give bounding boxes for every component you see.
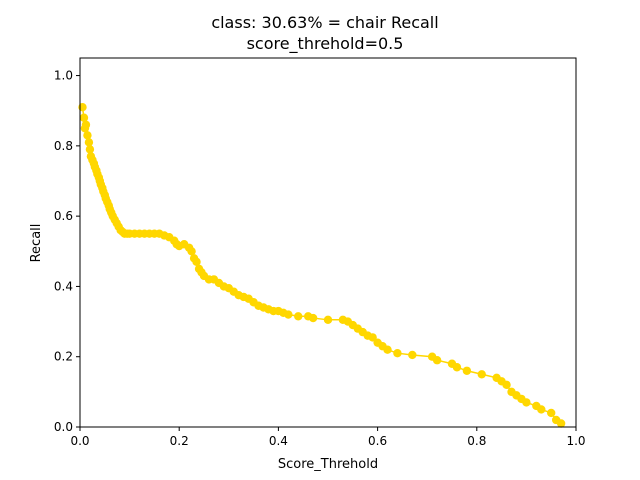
y-tick-label: 1.0 <box>54 69 73 83</box>
y-tick-label: 0.8 <box>54 139 73 153</box>
data-point <box>308 313 318 323</box>
data-point <box>79 113 89 122</box>
data-point <box>537 405 546 414</box>
data-point <box>452 363 462 372</box>
data-point <box>547 408 556 418</box>
data-point <box>323 315 333 325</box>
x-tick-label: 0.8 <box>467 434 486 448</box>
x-tick-label: 0.0 <box>70 434 89 448</box>
x-axis-label: Score_Threhold <box>278 457 378 472</box>
data-point <box>84 138 94 147</box>
data-point <box>187 247 196 256</box>
data-point <box>432 356 442 365</box>
data-point <box>393 349 402 358</box>
data-point <box>462 366 472 375</box>
data-point <box>556 419 566 428</box>
axes-frame <box>79 57 577 428</box>
y-tick-label: 0.4 <box>54 279 73 293</box>
x-tick-label: 1.0 <box>566 434 585 448</box>
data-point <box>368 333 377 342</box>
data-point <box>85 145 95 154</box>
data-point <box>284 310 293 319</box>
data-point <box>192 257 201 267</box>
data-point <box>477 370 486 379</box>
data-point <box>502 380 511 390</box>
data-point <box>522 398 531 407</box>
data-point <box>83 131 92 140</box>
data-point <box>408 350 417 360</box>
y-tick-label: 0.6 <box>54 209 73 223</box>
x-tick-label: 0.2 <box>170 434 189 448</box>
chart-subtitle: score_threhold=0.5 <box>247 34 404 54</box>
x-tick-label: 0.4 <box>269 434 288 448</box>
data-point <box>383 345 392 354</box>
chart-title: class: 30.63% = chair Recall <box>211 13 438 32</box>
data-point <box>294 312 303 321</box>
y-axis-label: Recall <box>29 224 44 263</box>
plot-area <box>78 103 566 428</box>
y-tick-label: 0.2 <box>54 350 73 364</box>
x-tick-label: 0.6 <box>368 434 387 448</box>
y-tick-label: 0.0 <box>54 420 73 434</box>
data-point <box>81 120 91 129</box>
axes: 0.0 0.2 0.4 0.6 0.8 1.0 0.0 0.2 0.4 0.6 0.8 1.0 <box>54 57 586 448</box>
